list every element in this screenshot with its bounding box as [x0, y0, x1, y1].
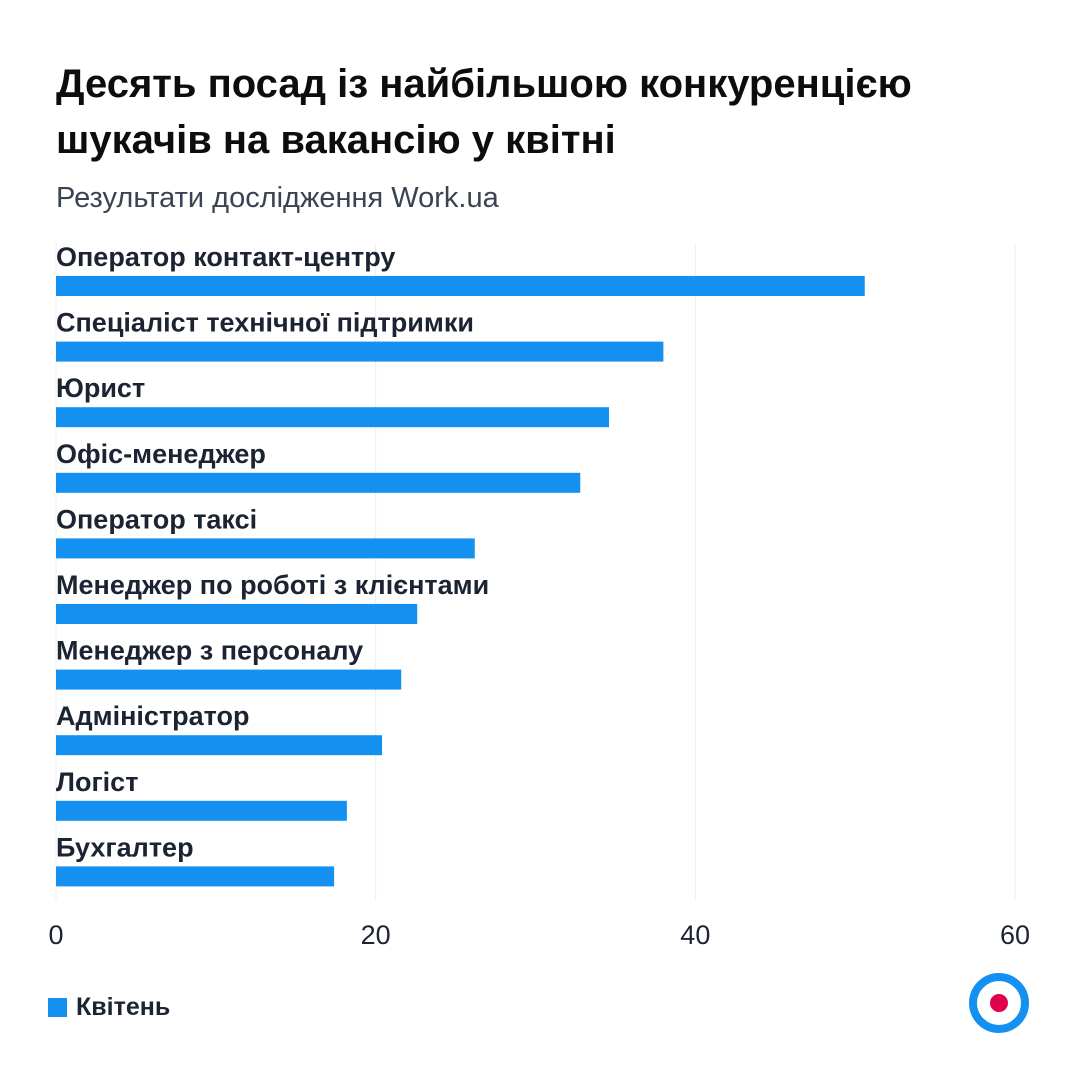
bar	[56, 604, 418, 624]
x-tick-label: 40	[680, 920, 710, 950]
category-label: Менеджер по роботі з клієнтами	[56, 570, 489, 600]
category-label: Адміністратор	[56, 701, 250, 731]
legend-swatch	[48, 998, 67, 1017]
logo-dot	[990, 994, 1008, 1012]
category-label: Бухгалтер	[56, 832, 194, 862]
legend: Квітень	[48, 993, 170, 1022]
legend-label: Квітень	[76, 993, 171, 1021]
bar-chart: Оператор контакт-центру Спеціаліст техніч…	[48, 242, 1030, 950]
x-tick-label: 0	[48, 920, 63, 950]
bar	[56, 341, 664, 362]
bar	[56, 800, 347, 821]
x-tick-label: 60	[1000, 920, 1030, 950]
logo-ring	[969, 973, 1029, 1033]
category-label: Спеціаліст технічної підтримки	[56, 308, 474, 338]
bar	[56, 407, 610, 428]
bar	[56, 472, 581, 493]
bar	[56, 735, 383, 756]
category-label: Логіст	[56, 767, 138, 797]
category-label: Менеджер з персоналу	[56, 636, 363, 666]
bar	[56, 866, 335, 887]
category-label: Оператор контакт-центру	[56, 242, 395, 272]
category-label: Офіс-менеджер	[56, 439, 266, 469]
category-label: Оператор таксі	[56, 504, 257, 534]
chart-title: Десять посад із найбільшою конкуренцією …	[56, 62, 912, 162]
bar	[56, 669, 402, 690]
bar	[56, 538, 475, 559]
target-logo-icon	[969, 973, 1029, 1033]
category-label: Юрист	[56, 373, 145, 403]
chart-subtitle: Результати дослідження Work.ua	[56, 182, 499, 214]
bar	[56, 276, 865, 296]
x-tick-label: 20	[361, 920, 391, 950]
